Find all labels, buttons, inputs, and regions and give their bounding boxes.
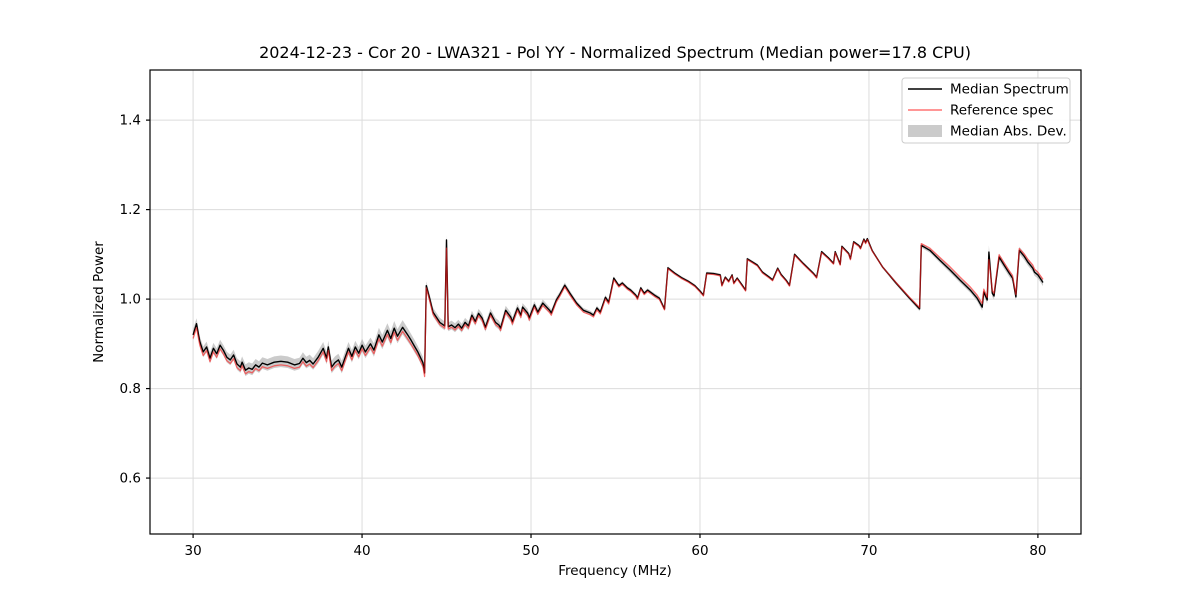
mad-band: [193, 234, 1044, 379]
legend-label: Median Abs. Dev.: [950, 124, 1067, 140]
x-tick-label: 30: [184, 543, 201, 559]
legend: Median Spectrum Reference spec Median Abs.…: [901, 77, 1071, 144]
chart-title: 2024-12-23 - Cor 20 - LWA321 - Pol YY - …: [259, 43, 971, 62]
x-tick-label: 50: [522, 543, 539, 559]
y-tick-label: 0.6: [120, 471, 141, 487]
y-axis-label: Normalized Power: [91, 241, 107, 363]
plot-border: [149, 69, 1082, 535]
x-axis-label: Frequency (MHz): [558, 563, 671, 579]
legend-item-median-spectrum: Median Spectrum: [908, 82, 1069, 98]
y-tick-label: 1.2: [120, 202, 141, 218]
legend-patch-sample: [908, 125, 942, 137]
legend-box: [901, 77, 1071, 144]
x-tick-label: 80: [1029, 543, 1046, 559]
legend-item-median-abs-dev-: Median Abs. Dev.: [908, 124, 1067, 140]
y-tick-label: 1.4: [120, 113, 141, 129]
legend-label: Median Spectrum: [950, 82, 1069, 98]
median-spectrum-line: [192, 237, 1044, 374]
legend-item-reference-spec: Reference spec: [908, 103, 1054, 119]
grid-layer: [150, 70, 1081, 534]
legend-label: Reference spec: [950, 103, 1054, 119]
x-tick-label: 40: [353, 543, 370, 559]
reference-spec-line: [192, 238, 1044, 378]
x-tick-label: 60: [691, 543, 708, 559]
y-tick-label: 1.0: [120, 292, 141, 308]
axes-layer: 30 40 50 60 70 80 0.6 0.8 1.0 1.2 1.4: [120, 69, 1082, 559]
data-layer: [192, 234, 1044, 379]
x-tick-label: 70: [860, 543, 877, 559]
y-tick-label: 0.8: [120, 381, 141, 397]
